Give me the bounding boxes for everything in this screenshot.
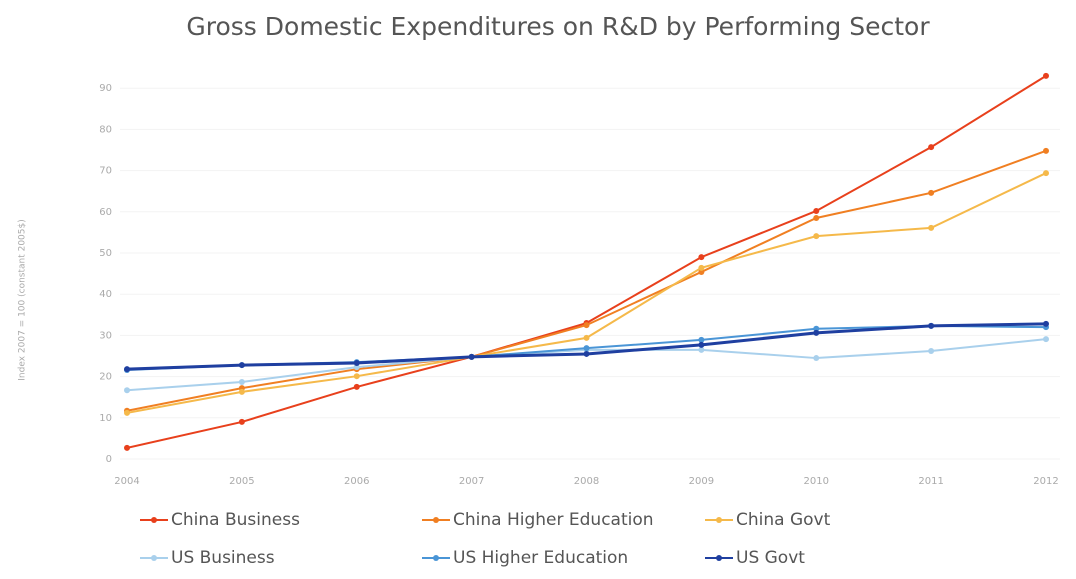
point (238, 362, 245, 369)
y-tick-label: 0 (106, 454, 112, 465)
point (468, 353, 475, 360)
chart-title: Gross Domestic Expenditures on R&D by Pe… (186, 12, 930, 41)
point (698, 346, 705, 353)
legend-label: China Business (171, 510, 300, 530)
point (124, 366, 130, 373)
point (583, 334, 590, 341)
y-tick-label: 20 (99, 372, 112, 383)
point (813, 233, 820, 240)
point (124, 409, 130, 416)
y-tick-label: 10 (99, 413, 112, 424)
legend-marker (433, 517, 439, 523)
point (238, 418, 245, 425)
point (813, 214, 820, 221)
point (698, 254, 705, 261)
series-line (126, 149, 1047, 412)
x-tick-label: 2010 (804, 476, 829, 487)
point (928, 322, 935, 329)
legend-marker (151, 555, 157, 561)
y-tick-label: 70 (99, 166, 112, 177)
point (698, 336, 705, 343)
point (813, 329, 820, 336)
y-tick-label: 80 (99, 124, 112, 135)
point (698, 341, 705, 348)
point (353, 360, 360, 367)
x-tick-label: 2007 (459, 476, 484, 487)
point (353, 373, 360, 380)
x-tick-label: 2009 (689, 476, 714, 487)
point (928, 144, 935, 151)
point (1043, 147, 1049, 154)
y-tick-label: 30 (99, 330, 112, 341)
point (813, 325, 820, 332)
point (813, 207, 820, 214)
point (353, 364, 360, 371)
point (1043, 336, 1049, 343)
y-tick-label: 90 (99, 83, 112, 94)
legend-label: China Higher Education (453, 510, 654, 530)
x-tick-label: 2006 (344, 476, 369, 487)
x-tick-label: 2005 (229, 476, 254, 487)
point (583, 345, 590, 352)
point (124, 444, 130, 451)
legend-marker (151, 517, 157, 523)
point (698, 268, 705, 275)
legend-marker (716, 517, 722, 523)
x-tick-label: 2011 (918, 476, 943, 487)
legend-label: China Govt (736, 510, 831, 530)
point (813, 355, 820, 362)
point (124, 387, 130, 394)
point (928, 189, 935, 196)
x-tick-label: 2008 (574, 476, 599, 487)
legend-label: US Higher Education (453, 548, 628, 568)
point (238, 378, 245, 385)
point (353, 383, 360, 390)
point (238, 388, 245, 395)
point (1043, 170, 1049, 177)
point (928, 348, 935, 355)
point (583, 350, 590, 357)
point (698, 264, 705, 271)
y-tick-label: 60 (99, 207, 112, 218)
legend-label: US Business (171, 548, 275, 568)
point (1043, 72, 1049, 79)
point (928, 224, 935, 231)
legend-label: US Govt (736, 548, 805, 568)
point (1043, 320, 1049, 327)
legend-marker (433, 555, 439, 561)
y-tick-label: 50 (99, 248, 112, 259)
x-tick-label: 2012 (1033, 476, 1058, 487)
x-tick-label: 2004 (114, 476, 139, 487)
legend-marker (716, 555, 722, 561)
point (583, 322, 590, 329)
y-axis-label: Index 2007 = 100 (constant 2005$) (18, 219, 28, 380)
series-line (126, 74, 1047, 449)
y-tick-label: 40 (99, 289, 112, 300)
